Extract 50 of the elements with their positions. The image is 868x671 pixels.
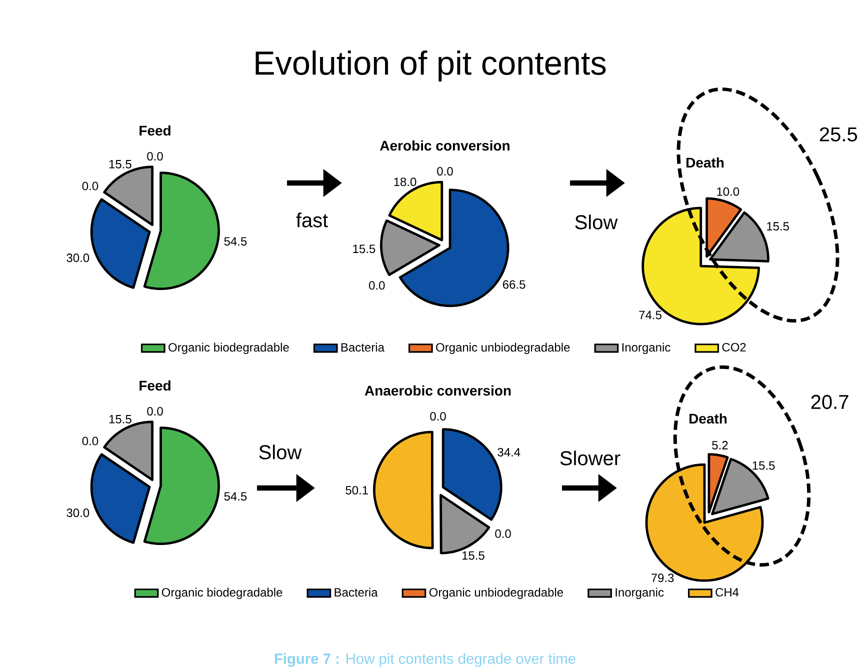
text: fast xyxy=(296,212,328,228)
text: Slower xyxy=(560,450,620,466)
legend-label: Inorganic xyxy=(622,342,670,354)
text: Evolution of pit contents xyxy=(256,50,606,82)
data-label: 10.0 xyxy=(717,187,740,196)
data-label: 15.5 xyxy=(462,551,484,560)
text: 25.5 xyxy=(820,127,858,142)
chart-title: Aerobic conversion xyxy=(380,140,510,151)
text: 20.7 xyxy=(811,394,848,410)
legend-label: CO2 xyxy=(722,342,746,352)
text: Figure 7 : How pit contents degrade over time xyxy=(274,653,576,667)
data-label: 79.3 xyxy=(651,574,674,582)
text: 0.0 xyxy=(82,182,98,190)
chart-title: Anaerobic conversion xyxy=(364,385,511,396)
data-label: 15.5 xyxy=(767,222,789,231)
text: 0.0 xyxy=(437,167,453,176)
text: Slow xyxy=(575,214,618,230)
data-label: 18.0 xyxy=(394,178,416,186)
text: 0.0 xyxy=(368,281,385,290)
text: 0.0 xyxy=(147,407,163,416)
data-label: 54.5 xyxy=(224,237,247,246)
legend-label: Bacteria xyxy=(341,342,384,352)
legend-label: Inorganic xyxy=(616,588,664,599)
data-label: 15.5 xyxy=(353,244,376,254)
chart-title: Feed xyxy=(140,125,170,136)
legend-label: Organic unbiodegradable xyxy=(429,588,564,599)
data-label: 5.2 xyxy=(712,440,728,450)
data-label: 15.5 xyxy=(752,461,775,470)
legend-label: CH4 xyxy=(716,588,739,596)
data-label: 66.5 xyxy=(503,280,526,289)
text: 0.0 xyxy=(430,412,446,421)
chart-title: Death xyxy=(689,413,727,424)
text: 0.0 xyxy=(82,436,98,446)
text: Slow xyxy=(259,444,302,460)
legend-label: Organic unbiodegradable xyxy=(436,342,570,354)
data-label: 15.5 xyxy=(109,415,132,424)
data-label: 74.5 xyxy=(639,310,662,320)
data-label: 30.0 xyxy=(66,508,90,518)
data-label: 15.5 xyxy=(109,160,132,168)
chart-title: Feed xyxy=(140,380,170,391)
text: 0.0 xyxy=(495,529,511,538)
data-label: 50.1 xyxy=(346,486,368,494)
data-label: 34.4 xyxy=(498,448,520,456)
legend-label: Organic biodegradable xyxy=(162,588,282,599)
data-label: 54.5 xyxy=(224,492,247,501)
chart-title: Death xyxy=(686,157,724,168)
legend-label: Bacteria xyxy=(334,588,378,597)
legend-label: Organic biodegradable xyxy=(168,342,289,354)
text: 0.0 xyxy=(147,152,163,161)
data-label: 30.0 xyxy=(66,254,90,262)
